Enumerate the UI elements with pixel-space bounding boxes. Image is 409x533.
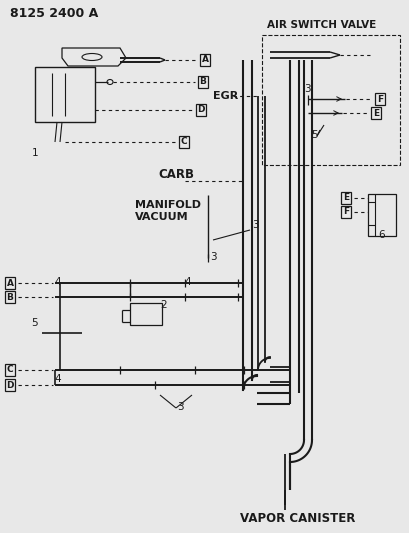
Text: F: F [342,207,348,216]
Text: AIR SWITCH VALVE: AIR SWITCH VALVE [266,20,375,30]
Text: 5: 5 [31,318,38,328]
Text: 6: 6 [378,230,384,240]
Text: 3: 3 [303,84,310,94]
Bar [35,67,95,122]
Text: 3: 3 [209,252,216,262]
Text: C: C [7,366,13,375]
Text: 2: 2 [160,300,166,310]
Text: D: D [6,381,14,390]
Text: B: B [199,77,206,86]
Text: 4: 4 [184,277,191,287]
Text: 8125 2400 A: 8125 2400 A [10,7,98,20]
Text: A: A [7,279,13,287]
Bar [367,194,395,236]
Text: C: C [180,138,187,147]
Text: D: D [197,106,204,115]
Bar [130,303,162,325]
Text: F: F [376,94,382,103]
Text: VAPOR CANISTER: VAPOR CANISTER [239,512,355,525]
Text: VACUUM: VACUUM [135,212,188,222]
Text: CARB: CARB [157,168,193,181]
Text: 4: 4 [54,277,61,287]
Text: 5: 5 [311,130,317,140]
Text: A: A [201,55,208,64]
Text: 3: 3 [252,220,258,230]
Text: EGR: EGR [213,91,238,101]
Text: MANIFOLD: MANIFOLD [135,200,200,210]
Text: 4: 4 [54,374,61,384]
Text: E: E [342,193,348,203]
Text: 1: 1 [31,148,38,158]
Text: E: E [372,109,378,117]
Text: 3: 3 [176,402,183,412]
Text: B: B [7,293,13,302]
